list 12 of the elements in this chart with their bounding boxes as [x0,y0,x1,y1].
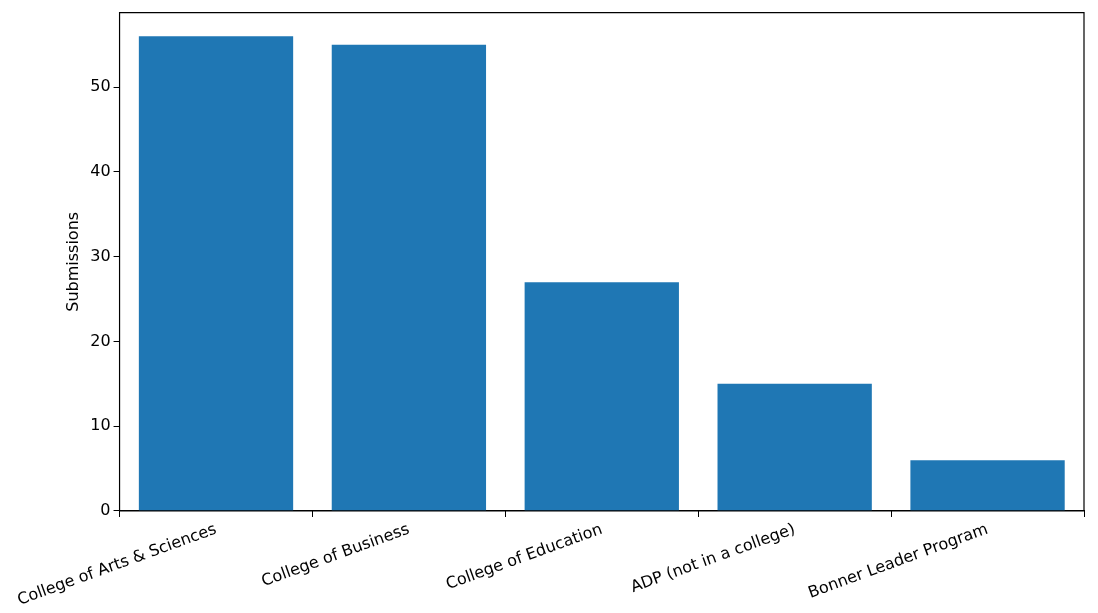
bar [717,383,872,511]
bar [331,44,487,511]
bar [910,460,1065,511]
y-tick-label: 40 [90,161,111,181]
y-tick-label: 20 [90,330,111,350]
y-axis-title: Submissions [62,211,82,312]
y-tick-label: 0 [100,500,111,520]
bar [138,36,294,511]
bar [524,282,679,511]
y-tick-label: 50 [90,76,111,96]
y-tick-label: 10 [90,415,111,435]
y-tick-label: 30 [90,245,111,265]
